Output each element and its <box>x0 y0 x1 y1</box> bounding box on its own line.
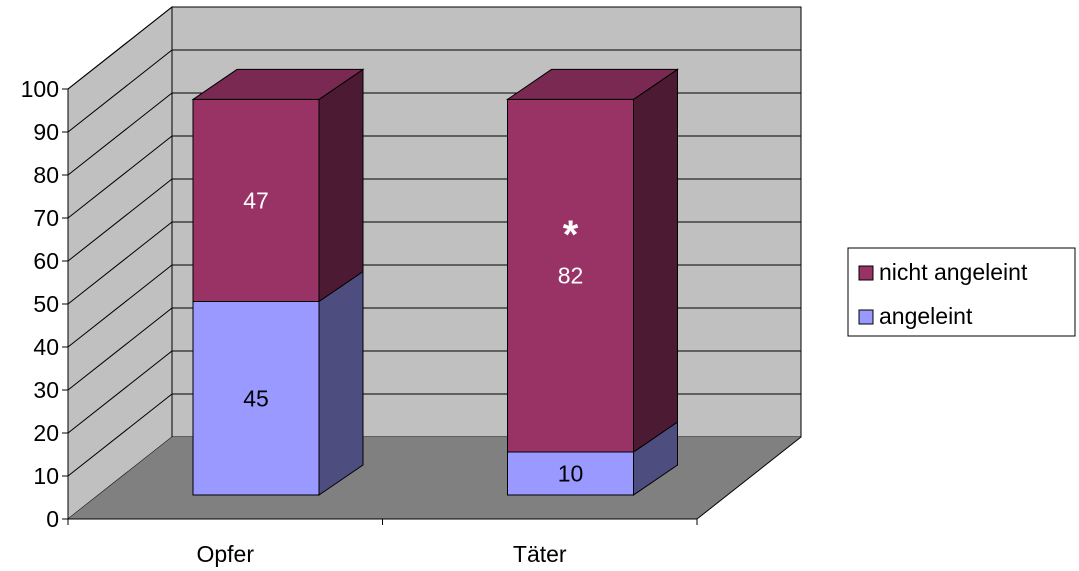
legend-label-nicht-angeleint: nicht angeleint <box>879 259 1028 285</box>
data-labels: 45 47 10 82 * <box>243 187 583 486</box>
nicht-angeleint-bar-taeter-top <box>505 68 680 100</box>
y-tick-label: 30 <box>33 377 59 403</box>
nicht-angeleint-data-label-taeter: 82 <box>558 263 584 289</box>
y-tick-label: 40 <box>33 334 59 360</box>
y-tick-label: 100 <box>21 76 59 102</box>
y-tick-label: 10 <box>33 463 59 489</box>
legend-swatch-angeleint <box>858 309 874 325</box>
gridline <box>67 49 801 133</box>
x-tick-label: Täter <box>513 541 567 567</box>
gridline <box>67 6 801 90</box>
nicht-angeleint-bar-opfer-side <box>318 68 364 303</box>
y-tick-label: 80 <box>33 162 59 188</box>
bars <box>191 68 680 496</box>
floor-surface <box>68 437 801 519</box>
legend-swatch-nicht-angeleint <box>858 265 874 281</box>
angeleint-data-label-opfer: 45 <box>243 385 269 411</box>
y-tick-label: 70 <box>33 205 59 231</box>
angeleint-bar-opfer-front <box>192 301 320 496</box>
y-tick-label: 90 <box>33 119 59 145</box>
nicht-angeleint-bar-taeter-side <box>633 68 678 453</box>
legend-box <box>847 247 1076 337</box>
angeleint-data-label-taeter: 10 <box>558 461 584 487</box>
nicht-angeleint-bar-taeter-front <box>507 98 634 453</box>
significance-annotation: * <box>563 213 579 257</box>
angeleint-bar-opfer-side <box>318 270 364 496</box>
y-tick-label: 60 <box>33 248 59 274</box>
nicht-angeleint-data-label-opfer: 47 <box>243 187 269 213</box>
axes: 0 10 20 30 40 50 60 70 80 90 100 Opfer Täter <box>21 76 698 567</box>
floor-edge <box>696 436 802 520</box>
y-tick-label: 20 <box>33 420 59 446</box>
y-tick-label: 0 <box>46 506 59 532</box>
chart-floor <box>68 436 802 520</box>
y-tick-label: 50 <box>33 291 59 317</box>
nicht-angeleint-bar-opfer-top <box>191 68 365 100</box>
nicht-angeleint-bar-opfer-front <box>192 98 320 303</box>
x-tick-label: Opfer <box>196 541 254 567</box>
legend-label-angeleint: angeleint <box>879 303 973 329</box>
legend: nicht angeleint angeleint <box>847 247 1076 337</box>
